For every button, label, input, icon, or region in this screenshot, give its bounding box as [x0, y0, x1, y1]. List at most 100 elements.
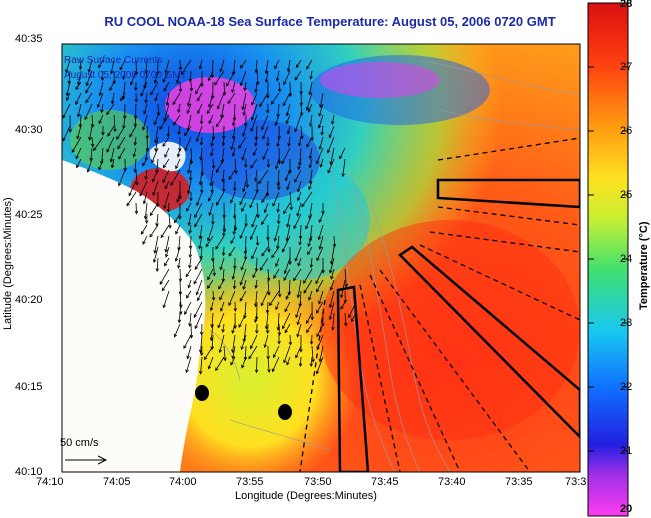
current-vector-head: [216, 105, 221, 110]
current-vector-head: [75, 155, 79, 160]
current-vector: [197, 290, 203, 301]
current-vector-head: [274, 122, 279, 127]
current-vector: [318, 290, 324, 304]
current-vector-head: [243, 315, 247, 319]
current-vector: [172, 92, 181, 105]
current-vector-head: [251, 255, 255, 260]
current-vector: [232, 114, 236, 126]
current-vector-head: [134, 98, 139, 103]
current-vector-head: [106, 111, 110, 116]
current-vector: [288, 136, 291, 147]
current-vector-head: [321, 211, 325, 215]
current-vector-head: [272, 354, 277, 359]
current-vector-head: [135, 182, 139, 186]
current-vector: [256, 356, 258, 373]
current-vector: [232, 345, 236, 359]
current-vector-head: [221, 178, 225, 183]
current-vector: [162, 169, 170, 183]
current-vector: [208, 191, 214, 202]
current-vector-head: [239, 201, 243, 206]
current-vector-head: [241, 364, 245, 369]
current-vector: [233, 59, 236, 75]
current-vector-head: [199, 352, 204, 357]
current-vector: [267, 356, 270, 373]
current-vector-head: [110, 100, 115, 105]
current-vector: [196, 125, 203, 142]
current-vector-head: [199, 120, 204, 125]
current-vector: [135, 169, 138, 186]
current-vector: [245, 169, 248, 188]
current-vector: [278, 81, 281, 92]
current-vector-head: [178, 196, 182, 200]
current-vector: [212, 290, 215, 301]
current-vector-head: [319, 104, 323, 109]
current-vector: [327, 158, 335, 174]
current-vector-head: [285, 237, 289, 242]
current-vector-head: [286, 186, 290, 191]
current-vector: [306, 136, 313, 148]
current-vector-head: [219, 266, 223, 271]
current-vector-head: [264, 70, 269, 75]
current-vector-head: [283, 210, 287, 215]
current-vector-head: [303, 289, 307, 294]
current-vector-head: [249, 204, 253, 209]
current-vector: [309, 158, 313, 168]
current-vector: [110, 147, 115, 162]
current-vector-head: [241, 208, 245, 213]
current-vector-head: [142, 241, 146, 245]
current-vector-head: [231, 355, 236, 360]
current-vector-head: [227, 100, 231, 105]
current-vector-head: [187, 170, 191, 174]
current-vector-head: [264, 79, 269, 83]
current-vector: [170, 169, 181, 186]
current-vector-head: [261, 221, 265, 226]
current-vector: [107, 125, 115, 137]
current-vector-head: [281, 325, 286, 330]
current-vector-head: [308, 186, 312, 191]
current-vector-head: [244, 223, 248, 228]
current-vector-head: [261, 199, 265, 204]
current-vector: [178, 235, 181, 251]
current-vector: [228, 169, 236, 180]
current-vector-head: [310, 316, 315, 321]
current-vector-head: [217, 324, 221, 329]
current-vector: [250, 334, 258, 349]
current-vector-head: [330, 121, 335, 125]
current-vector-head: [199, 331, 204, 336]
current-vector-head: [273, 237, 278, 242]
current-vector: [344, 268, 347, 287]
current-vector: [97, 92, 104, 108]
current-vectors: [62, 59, 357, 375]
current-vector-head: [207, 276, 211, 281]
current-vector-head: [316, 257, 320, 262]
current-vector-head: [164, 253, 169, 258]
current-vector: [256, 257, 258, 272]
current-vector: [194, 213, 203, 227]
current-vector: [207, 268, 214, 280]
current-vector: [331, 114, 335, 125]
current-vector-head: [172, 101, 176, 106]
current-vector: [286, 180, 291, 190]
current-vector: [330, 246, 335, 265]
current-vector-head: [78, 124, 83, 128]
current-vector: [163, 191, 170, 209]
current-vector: [156, 257, 159, 272]
current-vector: [318, 114, 324, 129]
current-vector-head: [295, 354, 299, 359]
current-vector: [299, 235, 302, 245]
current-vector: [163, 290, 170, 308]
current-vector-head: [255, 330, 259, 334]
current-vector-head: [330, 275, 334, 280]
current-vector: [159, 114, 170, 130]
current-vector-head: [199, 156, 203, 161]
current-vector-head: [162, 304, 166, 309]
current-vector-head: [185, 273, 190, 278]
current-vector: [91, 136, 94, 147]
current-vector-head: [207, 77, 212, 82]
current-vector-head: [305, 106, 310, 111]
current-vector-head: [89, 157, 93, 162]
current-vector: [241, 147, 247, 161]
current-vector: [178, 257, 181, 269]
current-vector: [267, 235, 270, 252]
